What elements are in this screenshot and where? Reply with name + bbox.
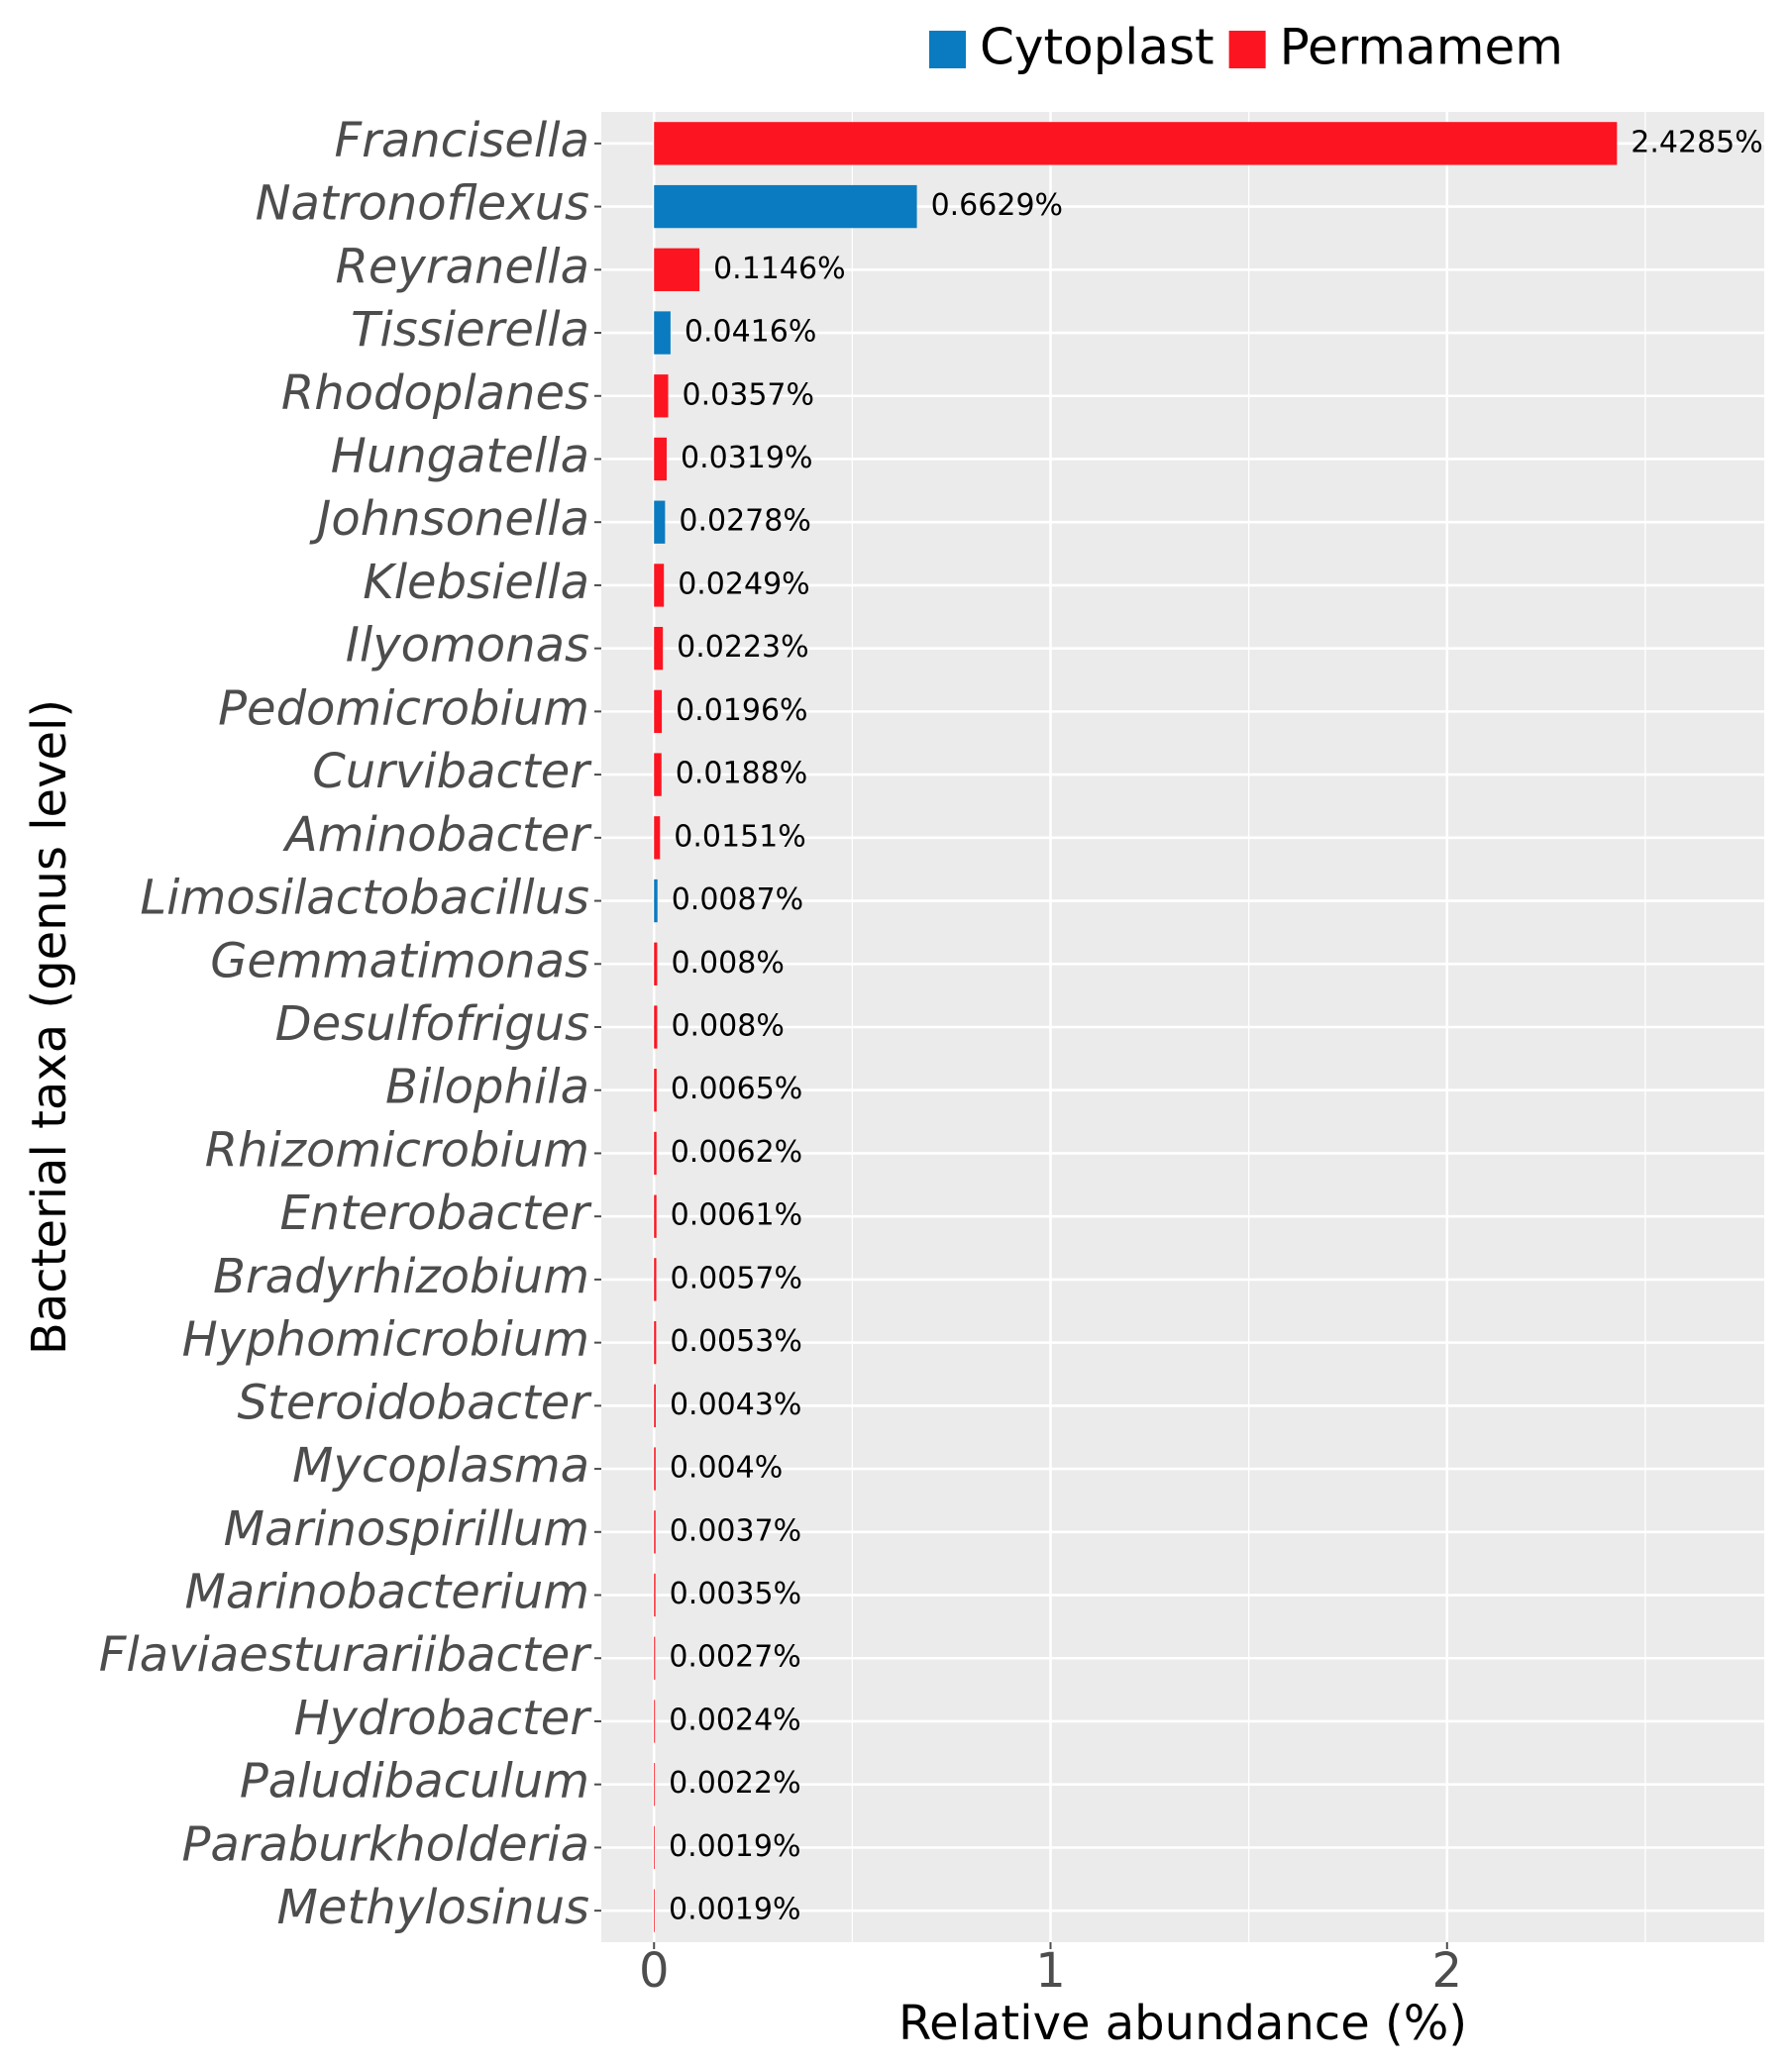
bar (654, 1384, 656, 1428)
bar (654, 1005, 658, 1049)
bar (654, 437, 668, 481)
data-label: 0.0035% (670, 1577, 801, 1611)
y-axis-label: Bacterial taxa (genus level) (22, 699, 77, 1355)
y-tick-label: Hydrobacter (294, 1691, 593, 1746)
bar (654, 878, 658, 923)
bar (654, 1825, 655, 1870)
y-tick-label: Francisella (334, 113, 589, 168)
bar (654, 184, 917, 229)
y-tick-label: Desulfofrigus (275, 996, 589, 1052)
x-tick-label: 2 (1432, 1943, 1463, 1999)
bar (654, 1700, 656, 1743)
bar (654, 1763, 656, 1807)
bar (654, 248, 700, 291)
y-tick-label: Steroidobacter (238, 1375, 593, 1430)
y-tick-label: Methylosinus (277, 1880, 590, 1935)
bar (654, 1573, 656, 1617)
data-label: 0.0053% (670, 1324, 801, 1359)
y-tick-label: Hungatella (331, 428, 589, 483)
data-label: 0.0319% (681, 441, 812, 475)
data-label: 0.0223% (677, 630, 808, 665)
y-tick-label: Klebsiella (363, 555, 589, 610)
data-label: 0.0024% (669, 1703, 800, 1737)
legend-label: Cytoplast (980, 19, 1214, 76)
y-tick-label: Limosilactobacillus (140, 871, 589, 926)
bar (654, 1320, 657, 1365)
data-label: 0.0019% (669, 1829, 800, 1864)
bar (654, 122, 1618, 165)
bar (654, 564, 665, 607)
x-tick-label: 1 (1035, 1943, 1066, 1999)
y-tick-label: Curvibacter (312, 744, 592, 799)
bar (654, 753, 662, 796)
y-tick-label: Aminobacter (282, 807, 592, 863)
y-tick-label: Enterobacter (279, 1186, 592, 1241)
y-tick-label: Paludibaculum (240, 1754, 589, 1809)
data-label: 0.0151% (674, 819, 805, 854)
data-label: 0.0249% (678, 567, 809, 601)
data-label: 0.0037% (670, 1513, 801, 1548)
bar (654, 816, 661, 860)
data-label: 0.0022% (669, 1766, 800, 1801)
data-label: 0.0278% (679, 504, 810, 539)
bar (654, 689, 663, 734)
y-tick-label: Paraburkholderia (181, 1816, 589, 1872)
data-label: 0.008% (671, 1009, 784, 1044)
legend-swatch (929, 31, 966, 68)
bar (654, 1447, 656, 1491)
data-label: 0.0087% (672, 882, 803, 917)
y-tick-label: Johnsonella (309, 491, 589, 547)
y-tick-label: Bradyrhizobium (213, 1249, 589, 1304)
data-label: 0.0188% (676, 757, 807, 791)
data-label: 0.0061% (671, 1198, 802, 1233)
y-tick-label: Flaviaesturariibacter (99, 1627, 592, 1683)
bar (654, 626, 664, 671)
legend-swatch (1228, 31, 1266, 68)
data-label: 0.0027% (669, 1640, 800, 1675)
bar (654, 1510, 656, 1554)
bar (654, 1889, 655, 1932)
bar (654, 374, 669, 418)
data-label: 0.1146% (713, 252, 845, 286)
bar (654, 500, 666, 544)
data-label: 0.0196% (676, 693, 807, 728)
data-label: 0.0065% (671, 1072, 802, 1106)
x-tick-label: 0 (639, 1943, 670, 1999)
y-tick-label: Rhizomicrobium (205, 1122, 589, 1178)
bar (654, 1636, 656, 1680)
bar (654, 1069, 657, 1112)
data-label: 0.008% (671, 946, 784, 981)
y-tick-label: Tissierella (351, 302, 589, 358)
y-tick-label: Pedomicrobium (218, 680, 589, 736)
bar (654, 942, 658, 985)
y-tick-label: Hyphomicrobium (182, 1312, 589, 1368)
data-label: 0.0357% (683, 377, 814, 412)
data-label: 0.0416% (685, 315, 816, 350)
data-label: 0.004% (670, 1451, 783, 1486)
y-tick-label: Gemmatimonas (210, 933, 589, 988)
bar (654, 311, 671, 355)
data-label: 2.4285% (1631, 125, 1762, 159)
data-label: 0.0019% (669, 1893, 800, 1927)
bar (654, 1258, 657, 1301)
y-tick-label: Ilyomonas (346, 618, 589, 673)
data-label: 0.6629% (931, 188, 1063, 223)
y-tick-label: Mycoplasma (292, 1438, 589, 1494)
bar (654, 1194, 657, 1238)
data-label: 0.0043% (670, 1388, 801, 1422)
y-tick-label: Rhodoplanes (281, 365, 589, 421)
y-tick-label: Marinobacterium (184, 1565, 589, 1620)
y-tick-label: Bilophila (385, 1060, 589, 1115)
bar (654, 1131, 657, 1176)
data-label: 0.0057% (671, 1261, 802, 1295)
y-tick-label: Marinospirillum (224, 1501, 589, 1557)
y-tick-label: Reyranella (336, 239, 589, 294)
x-axis-label: Relative abundance (%) (898, 1996, 1467, 2051)
y-tick-label: Natronoflexus (256, 176, 589, 232)
data-label: 0.0062% (671, 1135, 802, 1170)
legend-label: Permamem (1280, 19, 1563, 76)
